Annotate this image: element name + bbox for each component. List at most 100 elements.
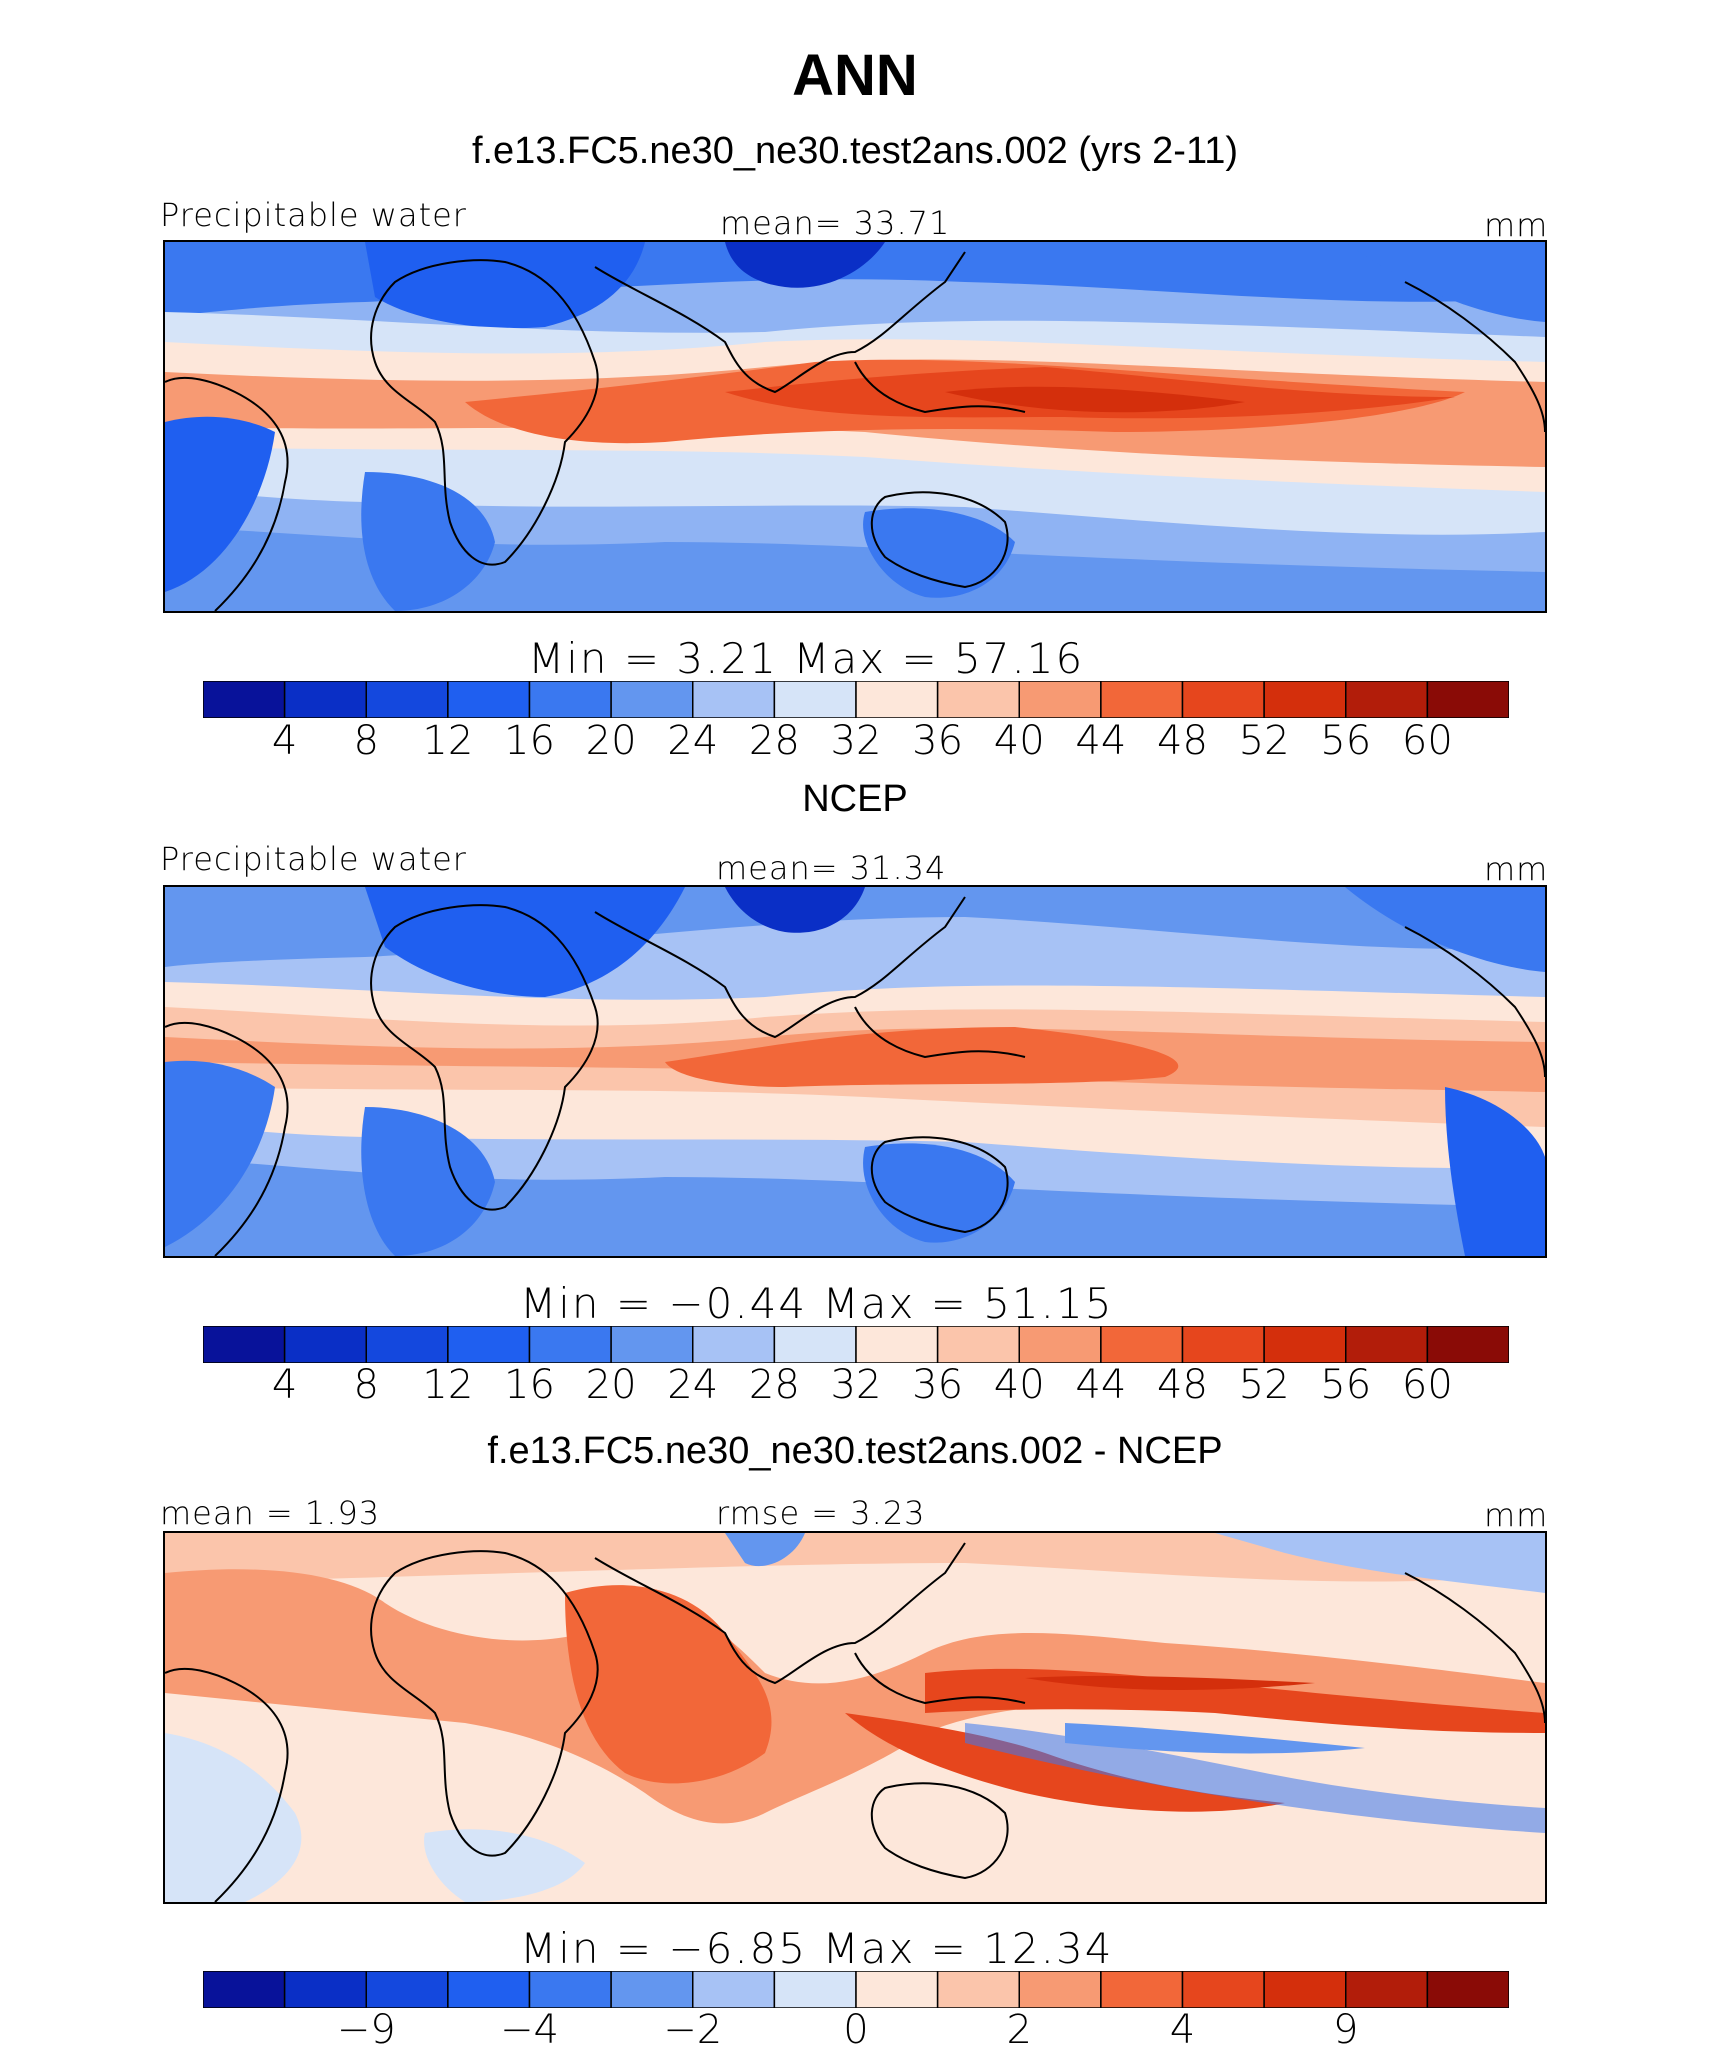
- panel-diff-mean-label: mean = 1.93: [160, 1494, 381, 1532]
- colorbar-swatch: [692, 1326, 776, 1363]
- panel-obs-colorbar: [203, 1326, 1509, 1363]
- colorbar-tick-label: −4: [500, 2007, 559, 2053]
- colorbar-tick-label: 2: [1006, 2007, 1032, 2053]
- colorbar-swatch: [1181, 681, 1265, 718]
- panel-model-mean-label: mean= 33.71: [720, 204, 951, 242]
- panel-obs-units-label: mm: [1484, 850, 1549, 888]
- colorbar-tick-label: 28: [748, 718, 800, 764]
- panel-diff-map: [163, 1531, 1547, 1904]
- colorbar-tick-label: −9: [336, 2007, 396, 2053]
- colorbar-swatch: [528, 1326, 612, 1363]
- panel-obs-subtitle: NCEP: [802, 778, 908, 820]
- colorbar-swatch: [1181, 1971, 1265, 2008]
- colorbar-swatch: [365, 1326, 449, 1363]
- colorbar-tick-label: 8: [353, 1362, 379, 1408]
- colorbar-tick-label: 4: [1169, 2007, 1196, 2053]
- colorbar-swatch: [203, 681, 286, 718]
- figure-title: ANN: [792, 43, 918, 108]
- colorbar-swatch: [528, 681, 612, 718]
- panel-diff-units-label: mm: [1484, 1496, 1549, 1534]
- colorbar-tick-label: 52: [1238, 1362, 1290, 1408]
- colorbar-swatch: [283, 1971, 368, 2008]
- colorbar-tick-label: 52: [1238, 718, 1290, 764]
- colorbar-swatch: [610, 1326, 694, 1363]
- colorbar-swatch: [1018, 1326, 1102, 1363]
- colorbar-swatch: [203, 1971, 286, 2008]
- panel-diff-colorbar: [203, 1971, 1509, 2008]
- colorbar-swatch: [528, 1971, 612, 2008]
- colorbar-swatch: [1181, 1326, 1265, 1363]
- colorbar-tick-label: 36: [912, 718, 964, 764]
- colorbar-swatch: [936, 1326, 1021, 1363]
- colorbar-tick-label: 0: [843, 2007, 869, 2053]
- colorbar-swatch: [1018, 681, 1102, 718]
- panel-model-subtitle: f.e13.FC5.ne30_ne30.test2ans.002 (yrs 2-…: [471, 130, 1239, 172]
- colorbar-swatch: [283, 681, 368, 718]
- colorbar-swatch: [447, 1326, 531, 1363]
- colorbar-swatch: [1426, 1971, 1509, 2008]
- colorbar-swatch: [773, 681, 857, 718]
- colorbar-swatch: [1345, 681, 1429, 718]
- panel-model-units-label: mm: [1484, 206, 1549, 244]
- colorbar-tick-label: 12: [422, 1362, 474, 1408]
- panel-diff-minmax: Min = −6.85 Max = 12.34: [520, 1924, 1114, 1973]
- colorbar-swatch: [855, 681, 939, 718]
- colorbar-swatch: [447, 1971, 531, 2008]
- colorbar-tick-label: 32: [830, 718, 882, 764]
- colorbar-swatch: [1263, 1326, 1347, 1363]
- colorbar-swatch: [283, 1326, 368, 1363]
- colorbar-tick-label: 20: [585, 718, 637, 764]
- colorbar-tick-label: 24: [667, 1362, 719, 1408]
- colorbar-swatch: [692, 1971, 776, 2008]
- colorbar-tick-label: 8: [353, 718, 379, 764]
- colorbar-swatch: [610, 681, 694, 718]
- colorbar-swatch: [936, 681, 1021, 718]
- colorbar-tick-label: 24: [667, 718, 719, 764]
- colorbar-swatch: [447, 681, 531, 718]
- panel-diff-subtitle: f.e13.FC5.ne30_ne30.test2ans.002 - NCEP: [487, 1430, 1223, 1472]
- colorbar-swatch: [936, 1971, 1021, 2008]
- colorbar-swatch: [773, 1971, 857, 2008]
- colorbar-swatch: [1426, 1326, 1509, 1363]
- panel-model-variable-label: Precipitable water: [160, 196, 467, 234]
- colorbar-tick-label: 32: [830, 1362, 882, 1408]
- colorbar-swatch: [1100, 1326, 1184, 1363]
- panel-obs-map: [163, 885, 1547, 1258]
- colorbar-tick-label: 16: [504, 718, 555, 764]
- panel-obs-mean-label: mean= 31.34: [716, 849, 947, 887]
- colorbar-tick-label: 20: [585, 1362, 637, 1408]
- colorbar-swatch: [855, 1971, 939, 2008]
- panel-model-map: [163, 240, 1547, 613]
- colorbar-tick-label: 40: [993, 1362, 1045, 1408]
- colorbar-swatch: [1018, 1971, 1102, 2008]
- colorbar-tick-label: 44: [1075, 1362, 1127, 1408]
- colorbar-tick-label: 4: [271, 718, 298, 764]
- colorbar-swatch: [855, 1326, 939, 1363]
- colorbar-tick-label: 60: [1401, 1362, 1453, 1408]
- colorbar-tick-label: 60: [1401, 718, 1453, 764]
- panel-obs-minmax: Min = −0.44 Max = 51.15: [520, 1279, 1114, 1328]
- panel-model-minmax: Min = 3.21 Max = 57.16: [528, 634, 1085, 683]
- colorbar-tick-label: 36: [912, 1362, 964, 1408]
- colorbar-swatch: [1100, 681, 1184, 718]
- colorbar-tick-label: −2: [663, 2007, 723, 2053]
- colorbar-tick-label: 28: [748, 1362, 800, 1408]
- colorbar-tick-label: 9: [1333, 2007, 1359, 2053]
- colorbar-swatch: [1263, 681, 1347, 718]
- colorbar-tick-label: 4: [271, 1362, 298, 1408]
- colorbar-swatch: [1426, 681, 1509, 718]
- colorbar-swatch: [365, 681, 449, 718]
- colorbar-tick-label: 56: [1320, 1362, 1372, 1408]
- colorbar-swatch: [610, 1971, 694, 2008]
- colorbar-swatch: [1345, 1326, 1429, 1363]
- colorbar-swatch: [1345, 1971, 1429, 2008]
- colorbar-tick-label: 40: [993, 718, 1045, 764]
- colorbar-tick-label: 48: [1157, 718, 1208, 764]
- colorbar-swatch: [692, 681, 776, 718]
- colorbar-tick-label: 12: [422, 718, 474, 764]
- panel-obs-variable-label: Precipitable water: [160, 840, 467, 878]
- panel-diff-rmse-label: rmse = 3.23: [716, 1494, 926, 1532]
- colorbar-swatch: [1100, 1971, 1184, 2008]
- colorbar-swatch: [773, 1326, 857, 1363]
- colorbar-swatch: [203, 1326, 286, 1363]
